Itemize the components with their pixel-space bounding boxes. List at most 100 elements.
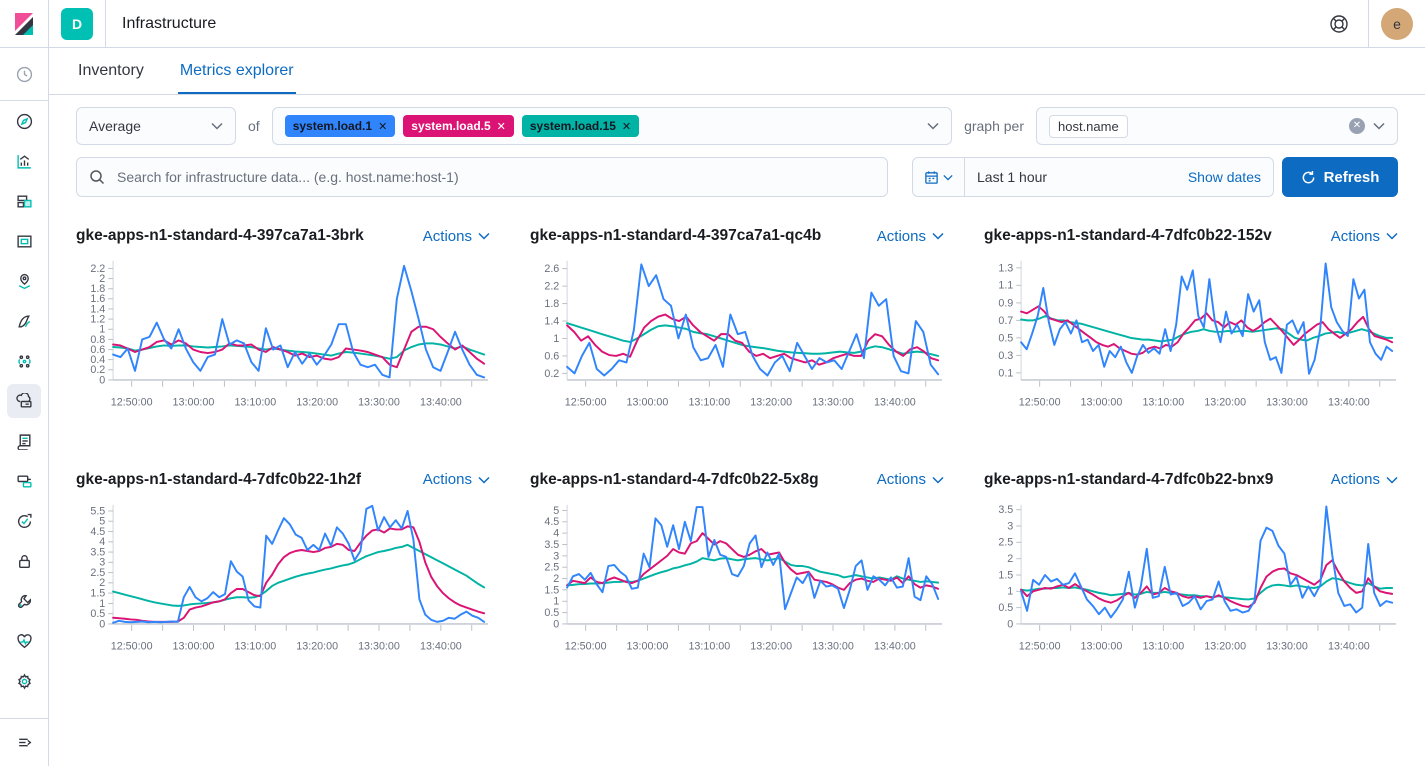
metric-pill[interactable]: system.load.15 ✕ [521,115,640,137]
svg-text:1.4: 1.4 [544,315,559,327]
chart-title: gke-apps-n1-standard-4-7dfc0b22-5x8g [530,470,819,488]
svg-text:3.5: 3.5 [544,539,559,551]
svg-text:13:30:00: 13:30:00 [1266,640,1308,652]
svg-text:13:40:00: 13:40:00 [1328,640,1370,652]
time-range-picker: Last 1 hour Show dates [912,157,1274,197]
metrics-combo-box[interactable]: system.load.1 ✕ system.load.5 ✕ system.load.… [271,107,953,145]
actions-menu-button[interactable]: Actions [877,471,944,488]
svg-text:13:20:00: 13:20:00 [750,396,792,408]
svg-text:2: 2 [1007,553,1013,565]
sidebar-item-discover[interactable] [0,101,48,141]
actions-menu-button[interactable]: Actions [1331,471,1398,488]
sidebar-item-canvas[interactable] [0,221,48,261]
load-chart[interactable]: 00.511.522.533.544.555.5 12:50:00 13:00:00… [76,497,490,665]
sidebar-item-graph[interactable] [0,341,48,381]
lock-icon [18,554,30,568]
group-by-combo-box[interactable]: host.name ✕ [1036,107,1398,145]
svg-text:13:20:00: 13:20:00 [296,396,338,408]
chevron-down-icon [1386,476,1398,484]
svg-text:13:20:00: 13:20:00 [750,640,792,652]
chevron-down-icon[interactable] [1373,122,1385,130]
clear-group-by-icon[interactable]: ✕ [1349,118,1365,134]
aggregation-select[interactable]: Average [76,107,236,145]
time-range-display[interactable]: Last 1 hour Show dates [965,158,1273,196]
load-chart[interactable]: 0 0.5 1 1.5 2 2.5 3 3.5 12:50:00 13:00:00 13:10:00… [984,497,1398,665]
expand-menu-icon [18,738,31,747]
remove-metric-icon[interactable]: ✕ [378,120,388,133]
actions-menu-button[interactable]: Actions [423,228,490,245]
show-dates-link[interactable]: Show dates [1187,169,1261,185]
chevron-down-icon[interactable] [927,122,939,130]
space-switcher[interactable]: D [49,0,106,47]
svg-text:13:40:00: 13:40:00 [420,396,462,408]
sidebar-item-infrastructure[interactable] [0,381,48,421]
search-bar[interactable] [76,157,888,197]
svg-text:2: 2 [99,273,105,285]
chevron-down-icon [211,122,223,130]
load-chart[interactable]: 0.1 0.3 0.5 0.7 0.9 1.1 1.3 12:50:00 13:00:00 13:… [984,253,1398,421]
svg-text:12:50:00: 12:50:00 [1019,396,1061,408]
svg-text:0.9: 0.9 [998,297,1013,309]
remove-metric-icon[interactable]: ✕ [496,120,506,133]
svg-text:0.1: 0.1 [998,367,1013,379]
time-range-value: Last 1 hour [977,169,1048,185]
svg-text:0.2: 0.2 [544,368,559,380]
sidebar-item-visualize[interactable] [0,141,48,181]
refresh-button[interactable]: Refresh [1282,157,1398,197]
tab-bar: Inventory Metrics explorer [49,48,1425,95]
sidebar-item-stack-monitoring[interactable] [0,621,48,661]
metric-pill[interactable]: system.load.5 ✕ [403,115,514,137]
svg-text:4.5: 4.5 [90,526,105,538]
infrastructure-icon [15,392,32,408]
sidebar-item-dev-tools[interactable] [0,581,48,621]
group-by-value[interactable]: host.name [1049,114,1128,138]
chart-card: gke-apps-n1-standard-4-7dfc0b22-bnx9 Act… [984,471,1398,665]
svg-text:0: 0 [99,618,105,630]
sidebar-item-siem[interactable] [0,541,48,581]
search-input[interactable] [115,168,875,186]
clock-icon [16,66,32,82]
actions-menu-button[interactable]: Actions [423,471,490,488]
calendar-menu-button[interactable] [913,158,965,196]
sidebar-item-apm[interactable] [0,461,48,501]
chart-title: gke-apps-n1-standard-4-397ca7a1-3brk [76,227,364,244]
svg-text:2.5: 2.5 [90,567,105,579]
sidebar-item-machine-learning[interactable] [0,301,48,341]
svg-text:2: 2 [99,577,105,589]
svg-text:4.5: 4.5 [544,516,559,528]
chevron-down-icon [932,476,944,484]
maps-icon [18,273,30,289]
header-divider [1368,0,1369,47]
sidebar-item-management[interactable] [0,661,48,701]
metric-pill[interactable]: system.load.1 ✕ [284,115,396,137]
actions-menu-button[interactable]: Actions [1331,228,1398,245]
sidebar-item-dashboard[interactable] [0,181,48,221]
user-avatar[interactable]: e [1381,7,1413,40]
sidebar-collapse-button[interactable] [0,723,48,763]
svg-text:4: 4 [553,527,559,539]
chart-title: gke-apps-n1-standard-4-397ca7a1-qc4b [530,227,822,244]
svg-text:5: 5 [553,505,559,517]
svg-text:2: 2 [553,573,559,585]
space-badge[interactable]: D [61,7,93,40]
svg-text:12:50:00: 12:50:00 [565,640,607,652]
remove-metric-icon[interactable]: ✕ [621,120,632,133]
load-chart[interactable]: 00.20.40.60.811.21.41.61.822.2 12:50:00 13… [76,253,490,421]
load-chart[interactable]: 00.511.522.533.544.55 12:50:00 13:00:00 13:… [530,497,944,665]
help-button[interactable] [1310,0,1368,47]
tab-metrics-explorer[interactable]: Metrics explorer [177,48,296,94]
actions-menu-button[interactable]: Actions [877,228,944,245]
kibana-logo[interactable] [0,0,49,47]
logs-icon [16,433,31,450]
sidebar-item-recently-viewed[interactable] [0,54,48,94]
sidebar-item-uptime[interactable] [0,501,48,541]
svg-text:1.5: 1.5 [90,587,105,599]
svg-text:1.2: 1.2 [90,314,105,326]
tab-inventory[interactable]: Inventory [78,62,144,79]
svg-text:0.5: 0.5 [544,607,559,619]
sidebar-item-logs[interactable] [0,421,48,461]
sidebar-item-maps[interactable] [0,261,48,301]
of-label: of [248,118,260,134]
load-chart[interactable]: 0.2 0.6 1 1.4 1.8 2.2 2.6 12:50:00 13:00:00 13:10… [530,253,944,421]
chart-card: gke-apps-n1-standard-4-397ca7a1-3brk Act… [76,227,490,421]
